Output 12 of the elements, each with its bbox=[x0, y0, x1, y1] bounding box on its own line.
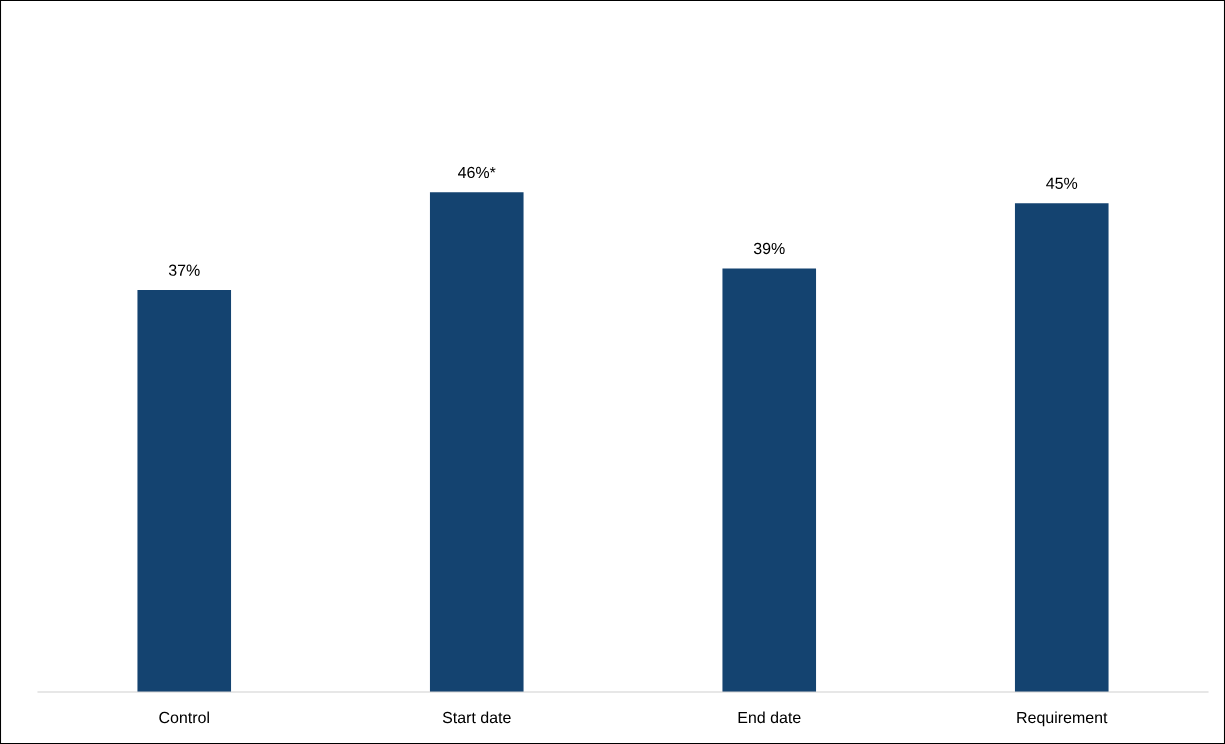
data-label: 37% bbox=[168, 264, 200, 276]
x-tick-label: Start date bbox=[442, 711, 511, 724]
bar bbox=[1014, 203, 1109, 692]
x-tick-label: Control bbox=[159, 711, 209, 724]
data-label: 45% bbox=[1046, 177, 1078, 189]
data-label: 46%* bbox=[458, 166, 496, 179]
bar bbox=[722, 268, 817, 692]
x-tick-label: End date bbox=[738, 711, 801, 724]
bar bbox=[429, 192, 524, 692]
bar bbox=[137, 290, 232, 692]
x-tick-label: Requirement bbox=[1017, 711, 1108, 727]
data-label: 39% bbox=[753, 242, 785, 255]
